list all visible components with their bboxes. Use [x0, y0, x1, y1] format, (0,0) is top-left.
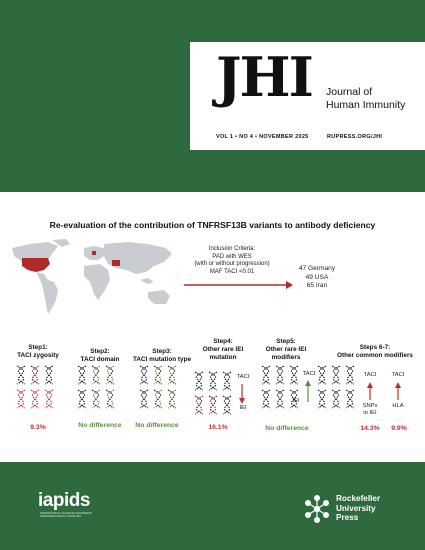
dna-icon: [77, 389, 87, 409]
dna-icon: [345, 365, 355, 385]
issue-info: VOL 1 • NO 4 • NOVEMBER 2025: [216, 134, 309, 140]
world-map: [12, 239, 172, 314]
dna-icon: [91, 389, 101, 409]
criteria-arrow: [184, 281, 293, 289]
dna-icon: [289, 389, 299, 409]
dna-icon: [167, 389, 177, 409]
dna-icon: [194, 371, 204, 391]
dna-icon: [30, 365, 40, 385]
step4-iei-label: IEI: [239, 405, 247, 411]
iran-highlight: [112, 260, 120, 266]
inclusion-criteria: Inclusion Criteria: PAD with WES (with o…: [194, 246, 270, 275]
abstract-title: Re-evaluation of the contribution of TNF…: [49, 220, 376, 230]
step2-result: No difference: [78, 422, 122, 429]
step4-result: 16.1%: [208, 424, 228, 431]
journal-website: RUPRESS.ORG/JHI: [327, 134, 383, 140]
journal-title: Journal of Human Immunity: [326, 86, 406, 111]
hla-label: HLA: [392, 403, 404, 409]
dna-icon: [153, 389, 163, 409]
step3-result: No difference: [135, 422, 179, 429]
dna-icon: [275, 389, 285, 409]
cover-bottom-band: [0, 462, 425, 550]
dna-icon: [30, 389, 40, 409]
dna-icon: [261, 365, 271, 385]
dna-icon: [331, 365, 341, 385]
step1-label: Step1: TACI zygosity: [17, 344, 59, 359]
step5-iei-label: IEI: [292, 398, 300, 404]
step3-label: Step3: TACI mutation type: [132, 348, 192, 363]
dna-icon: [208, 371, 218, 391]
dna-icon: [105, 389, 115, 409]
dna-icon: [317, 389, 327, 409]
step6-7-label: Steps 6-7: Other common modifiers: [337, 344, 413, 359]
iapids-logo: iapids INTERNATIONAL ALLIANCE FOR PRIMAR…: [38, 490, 93, 518]
cohort-list: 47 Germany 49 USA 65 Iran: [298, 265, 336, 289]
step2-label: Step2: TACI domain: [80, 348, 120, 363]
journal-logo: JHI: [216, 45, 314, 109]
step5-result: No difference: [265, 425, 309, 432]
dna-icon: [289, 365, 299, 385]
masthead: JHI Journal of Human Immunity VOL 1 • NO…: [190, 42, 425, 150]
step4-label: Step4: Other rare IEI mutation: [202, 338, 244, 361]
dna-icon: [153, 365, 163, 385]
dna-icon: [261, 389, 271, 409]
dna-icon: [275, 365, 285, 385]
step4-taci-label: TACI: [236, 374, 250, 380]
publisher-name: Rockefeller University Press: [336, 494, 381, 522]
steps67-taci-label-b: TACI: [391, 372, 405, 378]
dna-icon: [44, 389, 54, 409]
dna-icon: [91, 365, 101, 385]
dna-icon: [139, 389, 149, 409]
dna-icon: [77, 365, 87, 385]
dna-icon: [167, 365, 177, 385]
dna-icon: [222, 395, 232, 415]
dna-icon: [345, 389, 355, 409]
usa-highlight: [22, 258, 50, 272]
steps67-taci-label-a: TACI: [363, 372, 377, 378]
dna-icon: [222, 371, 232, 391]
dna-icon: [317, 365, 327, 385]
step5-taci-label: TACI: [302, 371, 316, 377]
dna-icon: [331, 389, 341, 409]
germany-highlight: [92, 251, 96, 255]
dna-icon: [105, 365, 115, 385]
step5-label: Step5: Other rare IEI modifiers: [265, 338, 307, 361]
step1-result: 9.3%: [30, 424, 46, 431]
snps-label: SNPs in IEI: [362, 403, 378, 416]
dna-icon: [44, 365, 54, 385]
step7-result: 9.9%: [391, 425, 407, 432]
dna-icon: [194, 395, 204, 415]
rup-emblem-icon: [305, 495, 329, 523]
dna-icon: [139, 365, 149, 385]
dna-icon: [16, 365, 26, 385]
dna-icon: [16, 389, 26, 409]
dna-icon: [208, 395, 218, 415]
step6-result: 14.3%: [360, 425, 380, 432]
